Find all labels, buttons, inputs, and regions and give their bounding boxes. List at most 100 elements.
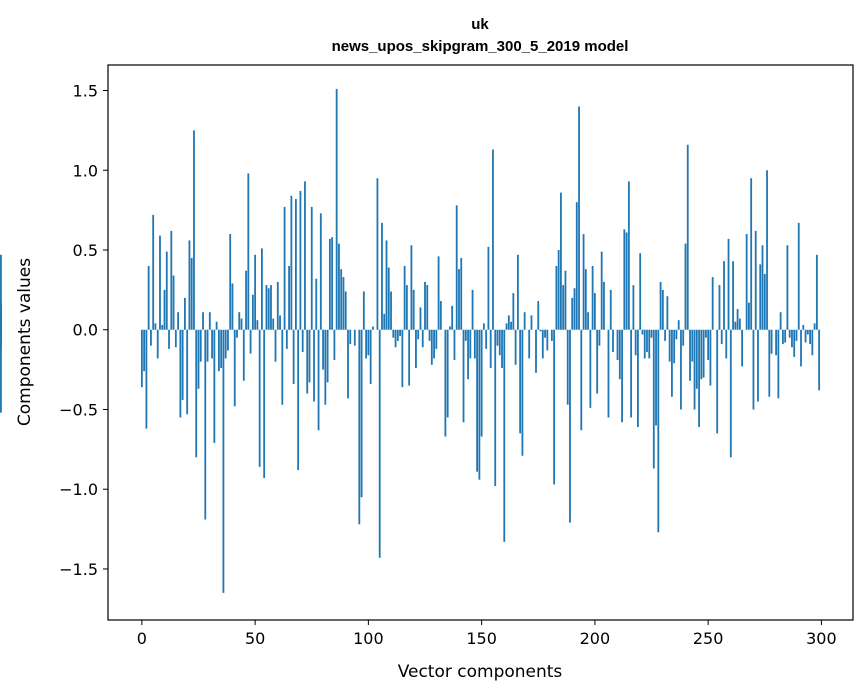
y-axis-label: Components values xyxy=(15,258,35,426)
bar-component-242 xyxy=(689,329,691,381)
bar-component-122 xyxy=(417,329,420,340)
bar-component-99 xyxy=(365,329,368,359)
bar-component-168 xyxy=(521,329,524,456)
x-tick-label: 100 xyxy=(353,629,384,648)
bar-component-28 xyxy=(204,329,207,520)
bar-component-78 xyxy=(317,329,320,431)
bar-component-195 xyxy=(582,234,585,330)
bar-component-156 xyxy=(494,329,497,487)
bar-component-74 xyxy=(308,329,311,383)
bar-component-248 xyxy=(702,329,705,378)
bar-component-79 xyxy=(319,213,322,330)
bar-component-62 xyxy=(281,329,284,405)
bar-component-87 xyxy=(338,243,340,330)
bar-component-221 xyxy=(641,329,644,335)
bar-component-2 xyxy=(145,329,148,429)
bar-component-91 xyxy=(347,329,349,399)
bar-component-164 xyxy=(512,293,515,330)
bar-component-160 xyxy=(503,329,506,542)
bar-component-43 xyxy=(238,312,241,330)
bar-component-255 xyxy=(718,285,721,330)
bar-component-257 xyxy=(723,261,725,330)
bar-component-7 xyxy=(156,329,159,359)
bar-component-174 xyxy=(535,329,537,373)
bar-component-138 xyxy=(453,329,456,361)
bar-component-115 xyxy=(401,329,404,388)
bar-component-186 xyxy=(562,285,565,330)
bar-component-166 xyxy=(516,254,519,330)
bar-component-66 xyxy=(290,195,293,330)
bar-component-42 xyxy=(236,329,238,338)
bar-component-60 xyxy=(276,281,279,330)
bar-component-6 xyxy=(154,323,157,330)
bar-component-120 xyxy=(412,289,415,330)
bar-component-49 xyxy=(251,294,254,330)
x-tick-label: 0 xyxy=(137,629,147,648)
bar-component-75 xyxy=(310,206,313,330)
bar-component-245 xyxy=(695,329,698,389)
bar-component-77 xyxy=(315,278,318,330)
bar-component-254 xyxy=(716,329,719,434)
bar-component-76 xyxy=(313,329,315,402)
bar-component-151 xyxy=(482,323,485,330)
bar-component-117 xyxy=(405,285,408,330)
bar-component-167 xyxy=(519,329,522,434)
bar-component-114 xyxy=(399,329,401,337)
x-axis-ticks: 0 50 100 150 200 250 300 xyxy=(137,620,837,648)
bar-component-81 xyxy=(324,329,327,405)
bar-component-12 xyxy=(168,329,170,349)
bar-component-32 xyxy=(213,329,216,443)
bar-component-51 xyxy=(256,320,259,330)
bar-component-83 xyxy=(328,238,331,330)
bar-component-269 xyxy=(750,178,753,330)
bar-component-264 xyxy=(738,318,741,330)
bar-component-50 xyxy=(254,254,257,330)
bar-component-234 xyxy=(671,329,673,397)
bar-component-274 xyxy=(761,245,764,330)
bar-component-285 xyxy=(786,245,789,330)
bar-component-294 xyxy=(806,329,809,335)
bar-component-73 xyxy=(306,329,309,394)
bar-component-233 xyxy=(668,329,671,362)
bar-component-52 xyxy=(258,329,261,467)
bar-component-200 xyxy=(593,293,596,330)
bar-component-30 xyxy=(208,312,211,330)
bar-component-70 xyxy=(299,190,302,330)
bar-component-139 xyxy=(455,205,458,330)
bar-component-295 xyxy=(809,329,811,345)
bar-component-240 xyxy=(684,243,687,330)
bar-component-241 xyxy=(686,144,689,330)
bar-component-90 xyxy=(344,291,347,330)
bar-component-13 xyxy=(170,230,173,330)
y-tick-label: −1.5 xyxy=(59,560,98,579)
bar-component-193 xyxy=(578,106,580,330)
bar-component-98 xyxy=(362,291,365,330)
y-tick-label: 1.0 xyxy=(73,161,98,180)
bar-component-34 xyxy=(217,329,220,372)
bar-component-283 xyxy=(781,329,784,345)
bar-component-252 xyxy=(711,277,714,330)
bar-component-284 xyxy=(784,329,787,343)
bar-component-251 xyxy=(709,329,712,386)
bar-component-40 xyxy=(231,283,234,330)
bar-component-67 xyxy=(292,329,295,384)
bar-component-267 xyxy=(745,234,748,330)
bar-component-182 xyxy=(553,329,556,485)
bar-component-212 xyxy=(621,329,623,423)
bar-component-36 xyxy=(222,329,225,593)
bar-component-246 xyxy=(698,329,700,428)
bar-component-127 xyxy=(428,329,431,341)
bar-component-243 xyxy=(691,329,694,362)
bar-component-222 xyxy=(643,329,646,359)
bar-component-161 xyxy=(505,323,508,330)
bar-component-29 xyxy=(206,329,209,362)
bar-component-225 xyxy=(650,329,653,338)
bar-component-268 xyxy=(748,302,750,330)
bar-component-141 xyxy=(460,257,463,330)
bar-component-104 xyxy=(376,178,379,330)
bar-component-17 xyxy=(179,329,182,418)
bar-component-227 xyxy=(655,329,657,426)
bar-component-undefined xyxy=(0,329,2,413)
bar-component-132 xyxy=(439,301,442,330)
bar-component-53 xyxy=(261,248,263,330)
